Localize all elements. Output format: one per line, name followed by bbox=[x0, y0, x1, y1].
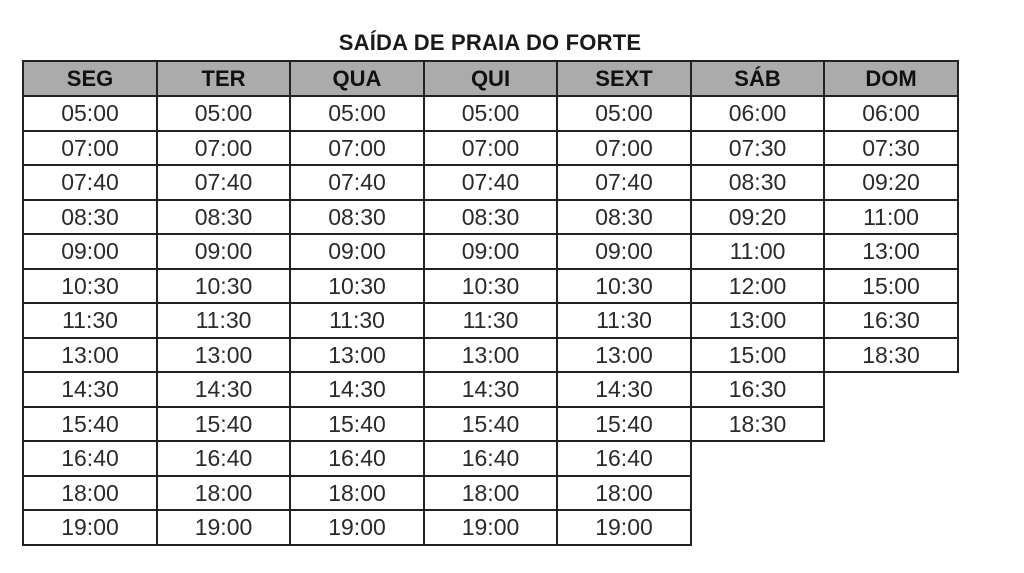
column-header-seg: SEG bbox=[22, 60, 158, 97]
time-cell: 19:00 bbox=[423, 509, 558, 546]
time-cell: 08:30 bbox=[690, 164, 825, 201]
time-cell: 07:30 bbox=[690, 130, 825, 166]
time-cell: 05:00 bbox=[556, 95, 692, 132]
column-header-ter: TER bbox=[156, 60, 291, 97]
time-cell: 16:40 bbox=[556, 440, 692, 477]
time-cell: 08:30 bbox=[556, 199, 692, 235]
time-cell: 11:30 bbox=[22, 302, 158, 339]
time-cell: 14:30 bbox=[289, 371, 425, 408]
time-cell: 18:00 bbox=[156, 475, 291, 511]
column-header-qui: QUI bbox=[423, 60, 558, 97]
time-cell: 08:30 bbox=[289, 199, 425, 235]
time-cell: 18:30 bbox=[690, 406, 825, 442]
time-cell: 07:40 bbox=[289, 164, 425, 201]
time-cell: 07:40 bbox=[22, 164, 158, 201]
time-cell: 09:20 bbox=[823, 164, 959, 201]
time-cell: 16:40 bbox=[22, 440, 158, 477]
time-cell: 07:00 bbox=[156, 130, 291, 166]
time-cell: 13:00 bbox=[423, 337, 558, 373]
time-cell: 18:00 bbox=[289, 475, 425, 511]
time-cell: 09:00 bbox=[556, 233, 692, 270]
time-cell: 11:00 bbox=[823, 199, 959, 235]
time-cell: 15:40 bbox=[556, 406, 692, 442]
time-cell: 11:30 bbox=[423, 302, 558, 339]
time-cell: 18:30 bbox=[823, 337, 959, 373]
time-cell: 14:30 bbox=[156, 371, 291, 408]
time-cell: 15:00 bbox=[823, 268, 959, 304]
time-cell: 08:30 bbox=[423, 199, 558, 235]
time-cell: 05:00 bbox=[156, 95, 291, 132]
time-cell: 16:40 bbox=[423, 440, 558, 477]
time-cell: 16:30 bbox=[690, 371, 825, 408]
time-cell: 05:00 bbox=[22, 95, 158, 132]
time-cell: 13:00 bbox=[156, 337, 291, 373]
time-cell: 07:00 bbox=[423, 130, 558, 166]
time-cell: 14:30 bbox=[556, 371, 692, 408]
column-header-sext: SEXT bbox=[556, 60, 692, 97]
time-cell: 19:00 bbox=[156, 509, 291, 546]
time-cell: 10:30 bbox=[22, 268, 158, 304]
time-cell: 09:00 bbox=[22, 233, 158, 270]
time-cell: 09:00 bbox=[423, 233, 558, 270]
time-cell: 15:00 bbox=[690, 337, 825, 373]
time-cell: 10:30 bbox=[556, 268, 692, 304]
time-cell: 13:00 bbox=[823, 233, 959, 270]
time-cell: 09:00 bbox=[289, 233, 425, 270]
time-cell: 08:30 bbox=[156, 199, 291, 235]
column-header-dom: DOM bbox=[823, 60, 959, 97]
page-title: SAÍDA DE PRAIA DO FORTE bbox=[338, 30, 642, 55]
time-cell: 10:30 bbox=[423, 268, 558, 304]
time-cell: 13:00 bbox=[690, 302, 825, 339]
time-cell: 15:40 bbox=[156, 406, 291, 442]
column-header-qua: QUA bbox=[289, 60, 425, 97]
time-cell: 08:30 bbox=[22, 199, 158, 235]
time-cell: 07:40 bbox=[423, 164, 558, 201]
time-cell: 11:30 bbox=[556, 302, 692, 339]
column-header-sáb: SÁB bbox=[690, 60, 825, 97]
time-cell: 06:00 bbox=[823, 95, 959, 132]
time-cell: 09:20 bbox=[690, 199, 825, 235]
time-cell: 18:00 bbox=[423, 475, 558, 511]
time-cell: 07:00 bbox=[556, 130, 692, 166]
time-cell: 16:40 bbox=[156, 440, 291, 477]
time-cell: 19:00 bbox=[22, 509, 158, 546]
time-cell: 05:00 bbox=[423, 95, 558, 132]
time-cell: 11:00 bbox=[690, 233, 825, 270]
time-cell: 15:40 bbox=[289, 406, 425, 442]
time-cell: 13:00 bbox=[556, 337, 692, 373]
time-cell: 18:00 bbox=[22, 475, 158, 511]
time-cell: 12:00 bbox=[690, 268, 825, 304]
time-cell: 13:00 bbox=[22, 337, 158, 373]
time-cell: 18:00 bbox=[556, 475, 692, 511]
time-cell: 11:30 bbox=[156, 302, 291, 339]
time-cell: 16:40 bbox=[289, 440, 425, 477]
time-cell: 16:30 bbox=[823, 302, 959, 339]
time-cell: 07:40 bbox=[156, 164, 291, 201]
time-cell: 15:40 bbox=[22, 406, 158, 442]
time-cell: 19:00 bbox=[289, 509, 425, 546]
time-cell: 10:30 bbox=[156, 268, 291, 304]
time-cell: 06:00 bbox=[690, 95, 825, 132]
time-cell: 14:30 bbox=[22, 371, 158, 408]
time-cell: 15:40 bbox=[423, 406, 558, 442]
time-cell: 10:30 bbox=[289, 268, 425, 304]
time-cell: 11:30 bbox=[289, 302, 425, 339]
time-cell: 07:30 bbox=[823, 130, 959, 166]
time-cell: 13:00 bbox=[289, 337, 425, 373]
time-cell: 19:00 bbox=[556, 509, 692, 546]
time-cell: 07:40 bbox=[556, 164, 692, 201]
time-cell: 05:00 bbox=[289, 95, 425, 132]
time-cell: 07:00 bbox=[289, 130, 425, 166]
time-cell: 09:00 bbox=[156, 233, 291, 270]
time-cell: 07:00 bbox=[22, 130, 158, 166]
time-cell: 14:30 bbox=[423, 371, 558, 408]
